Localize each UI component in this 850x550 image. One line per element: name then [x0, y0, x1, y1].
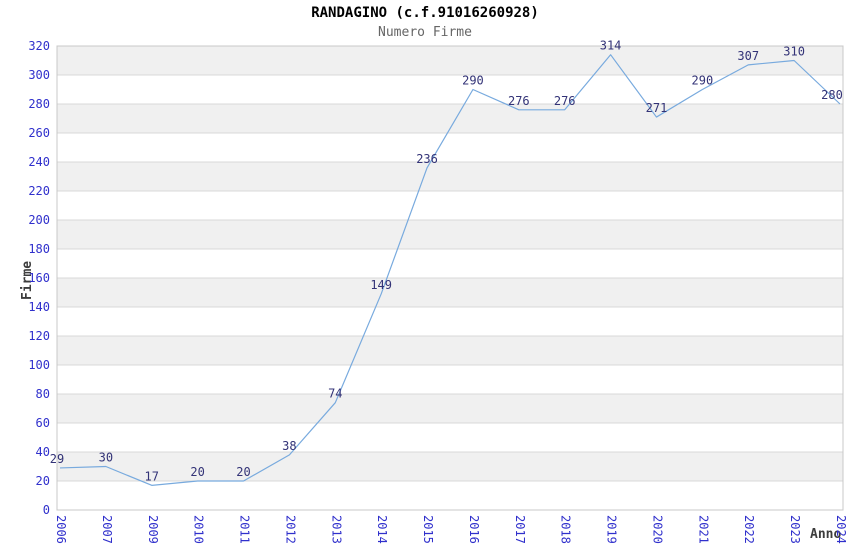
x-tick-label: 2016 [467, 515, 481, 544]
y-tick-label: 300 [28, 68, 50, 82]
x-tick-label: 2009 [146, 515, 160, 544]
x-tick-label: 2007 [100, 515, 114, 544]
data-label: 276 [508, 94, 530, 108]
plot-band [57, 162, 843, 191]
x-tick-label: 2019 [605, 515, 619, 544]
y-tick-label: 220 [28, 184, 50, 198]
data-label: 290 [692, 74, 714, 88]
data-label: 29 [50, 452, 64, 466]
y-tick-label: 0 [43, 503, 50, 517]
x-tick-label: 2014 [375, 515, 389, 544]
x-tick-label: 2024 [834, 515, 848, 544]
x-tick-label: 2006 [54, 515, 68, 544]
y-tick-label: 80 [36, 387, 50, 401]
data-label: 307 [737, 49, 759, 63]
data-label: 20 [190, 465, 204, 479]
plot-band [57, 75, 843, 104]
plot-border [56, 45, 844, 511]
plot-band [57, 249, 843, 278]
y-tick-label: 320 [28, 39, 50, 53]
plot-band [57, 452, 843, 481]
x-tick-label: 2015 [421, 515, 435, 544]
x-axis-title: Anno [810, 527, 842, 542]
y-tick-label: 60 [36, 416, 50, 430]
data-label: 149 [370, 278, 392, 292]
data-label: 314 [600, 39, 622, 53]
plot-band [57, 46, 843, 75]
y-tick-label: 200 [28, 213, 50, 227]
data-label: 310 [783, 45, 805, 59]
x-tick-label: 2023 [788, 515, 802, 544]
y-tick-label: 160 [28, 271, 50, 285]
plot-band [57, 394, 843, 423]
data-label: 17 [145, 469, 159, 483]
data-label: 271 [646, 101, 668, 115]
plot-band [57, 423, 843, 452]
x-tick-label: 2011 [238, 515, 252, 544]
y-tick-label: 120 [28, 329, 50, 343]
chart-subtitle: Numero Firme [378, 25, 472, 40]
data-label: 30 [99, 451, 113, 465]
y-tick-label: 140 [28, 300, 50, 314]
y-tick-label: 180 [28, 242, 50, 256]
data-label: 280 [821, 88, 843, 102]
x-tick-label: 2021 [696, 515, 710, 544]
plot-band [57, 278, 843, 307]
x-tick-label: 2017 [513, 515, 527, 544]
y-tick-label: 280 [28, 97, 50, 111]
plot-band [57, 220, 843, 249]
data-label: 38 [282, 439, 296, 453]
x-tick-label: 2012 [283, 515, 297, 544]
data-line [59, 54, 841, 486]
y-tick-label: 240 [28, 155, 50, 169]
x-tick-label: 2013 [329, 515, 343, 544]
chart-title: RANDAGINO (c.f.91016260928) [311, 5, 539, 21]
x-tick-label: 2022 [742, 515, 756, 544]
plot-band [57, 481, 843, 510]
plot-band [57, 133, 843, 162]
x-tick-label: 2010 [192, 515, 206, 544]
data-label: 290 [462, 74, 484, 88]
plot-band [57, 365, 843, 394]
plot-band [57, 191, 843, 220]
x-tick-label: 2020 [650, 515, 664, 544]
data-label: 20 [236, 465, 250, 479]
y-tick-label: 260 [28, 126, 50, 140]
y-tick-label: 100 [28, 358, 50, 372]
plot-band [57, 336, 843, 365]
y-tick-label: 40 [36, 445, 50, 459]
data-label: 236 [416, 152, 438, 166]
plot-band [57, 307, 843, 336]
x-tick-label: 2018 [559, 515, 573, 544]
data-label: 74 [328, 387, 342, 401]
data-label: 276 [554, 94, 576, 108]
y-tick-label: 20 [36, 474, 50, 488]
